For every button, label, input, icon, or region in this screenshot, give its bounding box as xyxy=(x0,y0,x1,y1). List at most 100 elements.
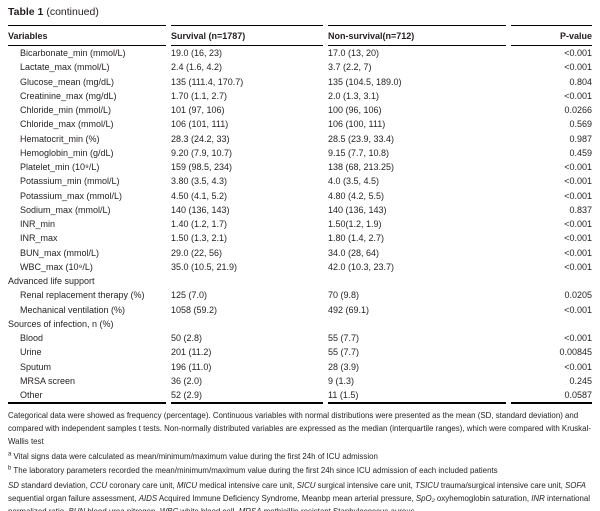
p-value: <0.001 xyxy=(564,62,592,73)
nonsurvival-value: 42.0 (10.3, 23.7) xyxy=(328,261,395,272)
p-value: 0.987 xyxy=(569,133,592,144)
abbreviation-term: AIDS xyxy=(138,494,158,504)
section-row: Sources of infection, n (%) xyxy=(8,317,592,331)
p-value: <0.001 xyxy=(564,190,592,201)
survival-value: 101 (97, 106) xyxy=(171,105,225,115)
survival-value: 4.50 (4.1, 5.2) xyxy=(171,190,228,201)
survival-value: 50 (2.8) xyxy=(171,333,203,343)
survival-value: 196 (11.0) xyxy=(171,361,212,372)
nonsurvival-value: 4.80 (4.2, 5.5) xyxy=(328,190,385,201)
row-label: INR_min xyxy=(20,219,56,229)
row-label: Renal replacement therapy (%) xyxy=(20,290,145,301)
table-row: Creatinine_max (mg/dL) 1.70 (1.1, 2.7) 2.0… xyxy=(8,89,592,103)
survival-value: 1.50 (1.3, 2.1) xyxy=(171,233,228,244)
p-value: <0.001 xyxy=(564,261,592,272)
nonsurvival-value: 135 (104.5, 189.0) xyxy=(328,76,402,87)
table-row: Sodium_max (mmol/L) 140 (136, 143) 140 (13… xyxy=(8,203,592,217)
survival-value: 36 (2.0) xyxy=(171,375,203,386)
nonsurvival-value: 100 (96, 106) xyxy=(328,105,382,115)
table-title-continued: (continued) xyxy=(46,6,99,18)
nonsurvival-value: 3.7 (2.2, 7) xyxy=(328,62,372,73)
p-value: <0.001 xyxy=(564,233,592,244)
table-row: Lactate_max (mmol/L) 2.4 (1.6, 4.2) 3.7 (2… xyxy=(8,60,592,74)
nonsurvival-value: 70 (9.8) xyxy=(328,290,360,301)
table-row: Other 52 (2.9) 11 (1.5) 0.0587 xyxy=(8,388,592,405)
table-row: Chloride_max (mmol/L) 106 (101, 111) 106 (… xyxy=(8,117,592,131)
nonsurvival-value: 106 (100, 111) xyxy=(328,119,386,130)
nonsurvival-value: 1.50(1.2, 1.9) xyxy=(328,219,382,229)
table-title: Table 1 (continued) xyxy=(8,6,592,18)
survival-value: 29.0 (22, 56) xyxy=(171,247,223,258)
survival-value: 2.4 (1.6, 4.2) xyxy=(171,62,223,73)
table-row: Mechanical ventilation (%) 1058 (59.2) 492… xyxy=(8,303,592,317)
footnote: Categorical data were showed as frequenc… xyxy=(8,410,592,448)
survival-value: 9.20 (7.9, 10.7) xyxy=(171,147,233,158)
table-row: INR_min 1.40 (1.2, 1.7) 1.50(1.2, 1.9) <0.0… xyxy=(8,217,592,231)
p-value: 0.245 xyxy=(569,375,592,386)
p-value: <0.001 xyxy=(564,361,592,372)
table-row: Platelet_min (10⁹/L) 159 (98.5, 234) 138 (… xyxy=(8,160,592,174)
survival-value: 52 (2.9) xyxy=(171,388,323,405)
row-label: Chloride_max (mmol/L) xyxy=(20,119,114,130)
row-label: Mechanical ventilation (%) xyxy=(20,304,126,315)
survival-value: 3.80 (3.5, 4.3) xyxy=(171,176,228,187)
survival-value: 28.3 (24.2, 33) xyxy=(171,133,230,144)
table-row: WBC_max (10⁹/L) 35.0 (10.5, 21.9) 42.0 (10… xyxy=(8,260,592,274)
p-value: <0.001 xyxy=(564,176,592,187)
section-label: Advanced life support xyxy=(8,276,95,286)
footnote: b The laboratory parameters recorded the… xyxy=(8,465,592,478)
p-value: 0.569 xyxy=(569,119,592,130)
table-row: Potassium_max (mmol/L) 4.50 (4.1, 5.2) 4.8… xyxy=(8,189,592,203)
p-value: 0.459 xyxy=(569,147,592,158)
footnote-marker: b xyxy=(8,465,12,472)
row-label: Lactate_max (mmol/L) xyxy=(20,62,110,73)
survival-value: 1.70 (1.1, 2.7) xyxy=(171,90,228,101)
abbreviation-term: WBC xyxy=(160,507,178,511)
statistics-table: Variables Survival (n=1787) Non-survival… xyxy=(3,25,597,405)
row-label: WBC_max (10⁹/L) xyxy=(20,261,93,272)
footnote-text: methicillin-resistant Staphylococcus aur… xyxy=(262,507,415,511)
footnote-text: The laboratory parameters recorded the m… xyxy=(13,466,498,476)
row-label: INR_max xyxy=(20,233,58,244)
footnote-text: medical intensive care unit, xyxy=(197,481,297,491)
table-row: MRSA screen 36 (2.0) 9 (1.3) 0.245 xyxy=(8,374,592,388)
p-value: <0.001 xyxy=(564,90,592,101)
footnote-text: international normalized ratio, xyxy=(8,494,590,511)
footnotes: Categorical data were showed as frequenc… xyxy=(8,410,592,511)
row-label: MRSA screen xyxy=(20,375,76,386)
p-value: 0.0266 xyxy=(564,105,592,115)
row-label: Sputum xyxy=(20,361,52,372)
survival-value: 140 (136, 143) xyxy=(171,204,230,215)
survival-value: 125 (7.0) xyxy=(171,290,208,301)
table-header: Variables Survival (n=1787) Non-survival… xyxy=(8,25,592,46)
row-label: Other xyxy=(8,388,166,405)
p-value: 0.804 xyxy=(569,76,592,87)
p-value: <0.001 xyxy=(564,48,592,58)
nonsurvival-value: 11 (1.5) xyxy=(328,388,506,405)
footnote-text: trauma/surgical intensive care unit, xyxy=(438,481,566,491)
section-row: Advanced life support xyxy=(8,274,592,288)
survival-value: 135 (111.4, 170.7) xyxy=(171,76,244,87)
column-header-pvalue: P-value xyxy=(511,25,592,46)
row-label: Hematocrit_min (%) xyxy=(20,133,100,144)
nonsurvival-value: 9.15 (7.7, 10.8) xyxy=(328,147,390,158)
nonsurvival-value: 138 (68, 213.25) xyxy=(328,162,395,172)
row-label: Potassium_max (mmol/L) xyxy=(20,190,123,201)
table-body: Bicarbonate_min (mmol/L) 19.0 (16, 23) 17.… xyxy=(8,46,592,405)
nonsurvival-value: 17.0 (13, 20) xyxy=(328,48,380,58)
header-row: Variables Survival (n=1787) Non-survival… xyxy=(8,25,592,46)
row-label: Glucose_mean (mg/dL) xyxy=(20,76,115,87)
survival-value: 201 (11.2) xyxy=(171,347,212,358)
row-label: Bicarbonate_min (mmol/L) xyxy=(20,48,126,58)
footnote-text: surgical intensive care unit, xyxy=(315,481,416,491)
p-value: 0.837 xyxy=(569,204,592,215)
survival-value: 159 (98.5, 234) xyxy=(171,162,233,172)
abbreviation-term: TSICU xyxy=(415,481,439,491)
row-label: Sodium_max (mmol/L) xyxy=(20,204,111,215)
nonsurvival-value: 9 (1.3) xyxy=(328,375,355,386)
abbreviation-term: INR xyxy=(531,494,545,504)
table-row: INR_max 1.50 (1.3, 2.1) 1.80 (1.4, 2.7) <0.… xyxy=(8,231,592,245)
p-value: 0.0587 xyxy=(511,388,592,405)
survival-value: 106 (101, 111) xyxy=(171,119,229,130)
